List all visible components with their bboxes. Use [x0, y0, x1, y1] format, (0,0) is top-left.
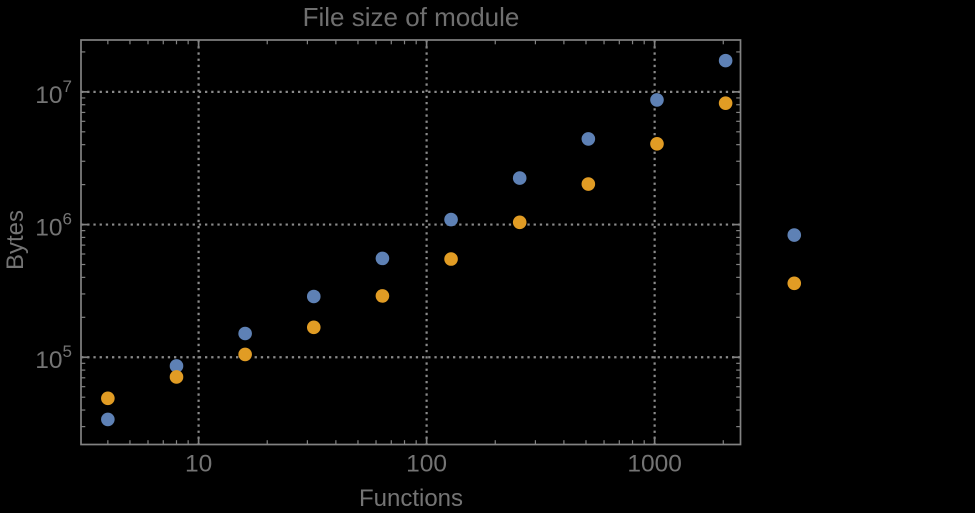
data-point-series-1-blue	[718, 53, 733, 68]
data-point-series-1-blue	[101, 412, 115, 427]
data-point-series-1-blue	[787, 228, 802, 242]
data-point-series-2-orange	[787, 276, 802, 291]
data-point-series-1-blue	[238, 326, 252, 341]
y-tick-label: 106	[35, 210, 72, 242]
plot-frame	[80, 39, 742, 446]
data-point-series-2-orange	[581, 177, 596, 191]
data-point-series-1-blue	[169, 359, 184, 373]
data-point-series-2-orange	[101, 391, 115, 406]
chart-title: File size of module	[302, 2, 520, 32]
data-point-series-2-orange	[238, 347, 252, 362]
data-point-series-1-blue	[581, 132, 596, 146]
data-point-series-2-orange	[306, 320, 321, 335]
x-tick-label: 1000	[627, 451, 682, 478]
data-point-series-2-orange	[444, 252, 458, 266]
x-tick-label: 100	[406, 451, 447, 478]
x-axis-label: Functions	[358, 485, 464, 512]
y-tick-label: 105	[35, 342, 72, 374]
data-point-series-1-blue	[306, 289, 321, 304]
data-point-series-2-orange	[718, 96, 733, 110]
y-axis-label: Bytes	[2, 209, 29, 271]
data-point-series-1-blue	[650, 93, 664, 107]
data-point-series-2-orange	[375, 289, 390, 303]
y-tick-label: 107	[35, 77, 72, 109]
data-point-series-2-orange	[169, 370, 184, 384]
data-point-series-1-blue	[512, 171, 527, 185]
data-point-series-2-orange	[650, 137, 664, 151]
data-point-series-1-blue	[444, 212, 458, 227]
data-point-series-1-blue	[375, 251, 390, 266]
x-tick-label: 10	[185, 451, 212, 478]
data-point-series-2-orange	[512, 215, 527, 230]
